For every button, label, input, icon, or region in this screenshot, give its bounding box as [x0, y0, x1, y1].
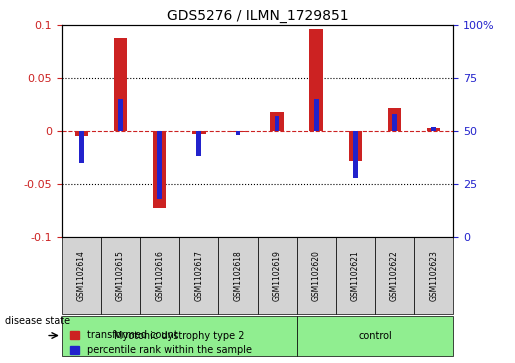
Text: GSM1102618: GSM1102618	[233, 250, 243, 301]
Bar	[314, 99, 319, 131]
Text: GSM1102621: GSM1102621	[351, 250, 360, 301]
Bar	[196, 131, 201, 156]
Text: GSM1102622: GSM1102622	[390, 250, 399, 301]
Text: GSM1102615: GSM1102615	[116, 250, 125, 301]
Bar	[114, 38, 127, 131]
Bar	[75, 131, 88, 136]
Text: GSM1102623: GSM1102623	[429, 250, 438, 301]
Bar	[427, 128, 440, 131]
FancyBboxPatch shape	[375, 237, 414, 314]
Bar	[157, 131, 162, 199]
Bar	[392, 114, 397, 131]
FancyBboxPatch shape	[179, 237, 218, 314]
Bar	[388, 108, 401, 131]
FancyBboxPatch shape	[140, 237, 179, 314]
Text: GSM1102620: GSM1102620	[312, 250, 321, 301]
Bar	[270, 112, 284, 131]
Text: GSM1102617: GSM1102617	[194, 250, 203, 301]
Bar	[349, 131, 362, 161]
Bar	[153, 131, 166, 208]
FancyBboxPatch shape	[62, 317, 297, 356]
Text: GSM1102616: GSM1102616	[155, 250, 164, 301]
Bar	[353, 131, 358, 178]
Legend: transformed count, percentile rank within the sample: transformed count, percentile rank withi…	[66, 327, 255, 358]
FancyBboxPatch shape	[62, 237, 101, 314]
Text: GSM1102614: GSM1102614	[77, 250, 86, 301]
Text: disease state: disease state	[5, 316, 70, 326]
FancyBboxPatch shape	[297, 317, 453, 356]
Bar	[192, 131, 205, 134]
Bar	[235, 131, 241, 135]
Bar	[79, 131, 84, 163]
Text: GSM1102619: GSM1102619	[272, 250, 282, 301]
FancyBboxPatch shape	[101, 237, 140, 314]
FancyBboxPatch shape	[336, 237, 375, 314]
Bar	[231, 131, 245, 132]
Bar	[310, 29, 323, 131]
FancyBboxPatch shape	[297, 237, 336, 314]
Bar	[274, 116, 280, 131]
Bar	[118, 99, 123, 131]
FancyBboxPatch shape	[258, 237, 297, 314]
Title: GDS5276 / ILMN_1729851: GDS5276 / ILMN_1729851	[167, 9, 348, 23]
Bar	[431, 127, 436, 131]
FancyBboxPatch shape	[218, 237, 258, 314]
FancyBboxPatch shape	[414, 237, 453, 314]
Text: Myotonic dystrophy type 2: Myotonic dystrophy type 2	[114, 331, 245, 341]
Text: control: control	[358, 331, 392, 341]
